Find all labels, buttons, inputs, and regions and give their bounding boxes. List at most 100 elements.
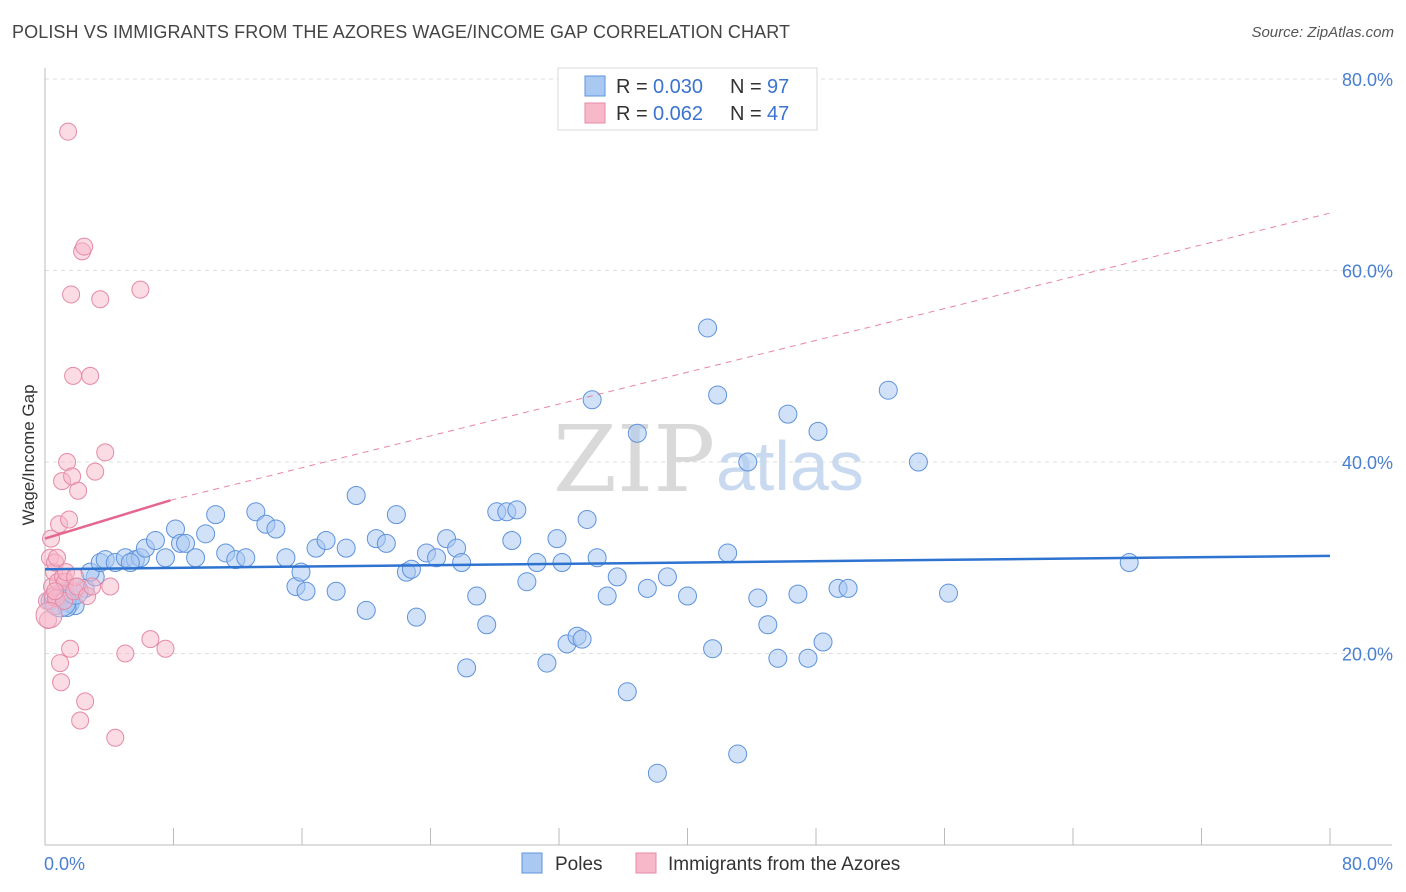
poles-point	[196, 524, 216, 544]
chart-title: POLISH VS IMMIGRANTS FROM THE AZORES WAG…	[12, 22, 791, 42]
azores-point	[116, 644, 135, 663]
poles-point	[537, 653, 557, 673]
poles-point	[316, 531, 336, 551]
poles-point	[406, 607, 426, 627]
poles-point	[878, 380, 898, 400]
azores-point	[71, 711, 90, 730]
azores-point	[51, 654, 70, 673]
poles-point	[246, 502, 266, 522]
poles-point	[808, 421, 828, 441]
poles-point	[678, 586, 697, 606]
poles-point	[206, 505, 226, 525]
poles-point	[798, 648, 818, 668]
poles-point	[728, 744, 748, 764]
bottom-legend-azores: Immigrants from the Azores	[668, 854, 900, 875]
legend-swatch-poles	[584, 75, 606, 97]
y-tick-labels: 20.0% 40.0% 60.0% 80.0%	[1342, 70, 1393, 665]
poles-point	[386, 505, 406, 525]
poles-point	[427, 548, 447, 568]
azores-point	[131, 280, 150, 299]
poles-point	[597, 586, 617, 606]
poles-point	[547, 529, 567, 549]
stats-legend: R = 0.030 N = 97 R = 0.062 N = 47	[557, 67, 818, 131]
legend-n-label-2: N =	[730, 103, 762, 125]
poles-point	[276, 548, 296, 568]
watermark-atlas: atlas	[716, 427, 864, 505]
azores-point	[83, 577, 102, 596]
y-tick-label-1: 40.0%	[1342, 453, 1393, 473]
poles-point	[507, 500, 527, 520]
azores-points	[35, 122, 175, 747]
poles-point	[336, 538, 356, 558]
poles-point	[647, 763, 667, 783]
poles-point	[452, 553, 472, 573]
poles-point	[296, 581, 316, 601]
legend-n-label-1: N =	[730, 76, 762, 98]
source-label: Source: ZipAtlas.com	[1251, 24, 1394, 41]
y-axis-label: Wage/Income Gap	[19, 384, 38, 525]
azores-point	[64, 366, 83, 385]
poles-points	[40, 318, 1139, 783]
poles-point	[346, 486, 366, 506]
y-tick-label-0: 20.0%	[1342, 645, 1393, 665]
poles-point	[145, 531, 165, 551]
poles-point	[768, 648, 788, 668]
legend-r-value-2: 0.062	[653, 103, 703, 125]
azores-trend-line	[44, 499, 171, 540]
poles-point	[155, 548, 175, 568]
legend-r-label-1: R =	[616, 76, 648, 98]
poles-point	[577, 509, 597, 529]
legend-r-value-1: 0.030	[653, 76, 703, 98]
legend-r-label-2: R =	[616, 103, 648, 125]
poles-point	[778, 404, 798, 424]
poles-point	[788, 584, 808, 604]
poles-point	[356, 600, 376, 620]
poles-point	[708, 385, 728, 405]
azores-point	[62, 285, 81, 304]
legend-n-value-2: 47	[767, 103, 789, 125]
poles-point	[838, 578, 858, 598]
poles-point	[401, 559, 421, 579]
azores-point	[156, 639, 175, 658]
azores-point	[60, 510, 79, 529]
poles-point	[376, 533, 396, 553]
poles-point	[617, 682, 637, 702]
azores-point	[35, 601, 63, 629]
azores-point	[91, 290, 110, 309]
watermark: ZIP atlas	[553, 406, 864, 513]
azores-point	[48, 548, 67, 567]
poles-point	[517, 572, 537, 592]
bottom-legend-swatch-azores	[635, 852, 657, 874]
poles-point	[607, 567, 627, 587]
poles-point	[477, 615, 497, 635]
azores-point	[52, 673, 71, 692]
azores-point	[141, 630, 160, 649]
trend-lines	[44, 212, 1331, 571]
poles-point	[502, 531, 522, 551]
poles-trend-line	[44, 554, 1331, 571]
poles-point	[627, 423, 647, 443]
poles-point	[908, 452, 928, 472]
bottom-legend-swatch-poles	[521, 852, 543, 874]
poles-point	[718, 543, 738, 563]
bottom-legend-poles: Poles	[555, 854, 603, 875]
poles-point	[326, 581, 346, 601]
azores-point	[61, 639, 80, 658]
x-tick-label-max: 80.0%	[1342, 854, 1393, 874]
poles-point	[738, 452, 758, 472]
poles-point	[457, 658, 477, 678]
poles-point	[120, 553, 140, 573]
azores-point	[69, 481, 88, 500]
poles-point	[657, 567, 677, 587]
poles-point	[698, 318, 718, 338]
poles-point	[266, 519, 286, 539]
azores-point	[81, 366, 100, 385]
poles-point	[176, 533, 196, 553]
poles-point	[813, 632, 833, 652]
azores-point	[75, 237, 94, 256]
x-tick-labels: 0.0% 80.0%	[44, 854, 1393, 874]
y-tick-label-3: 80.0%	[1342, 70, 1393, 90]
legend-n-value-1: 97	[767, 76, 789, 98]
x-tick-label-min: 0.0%	[44, 854, 85, 874]
